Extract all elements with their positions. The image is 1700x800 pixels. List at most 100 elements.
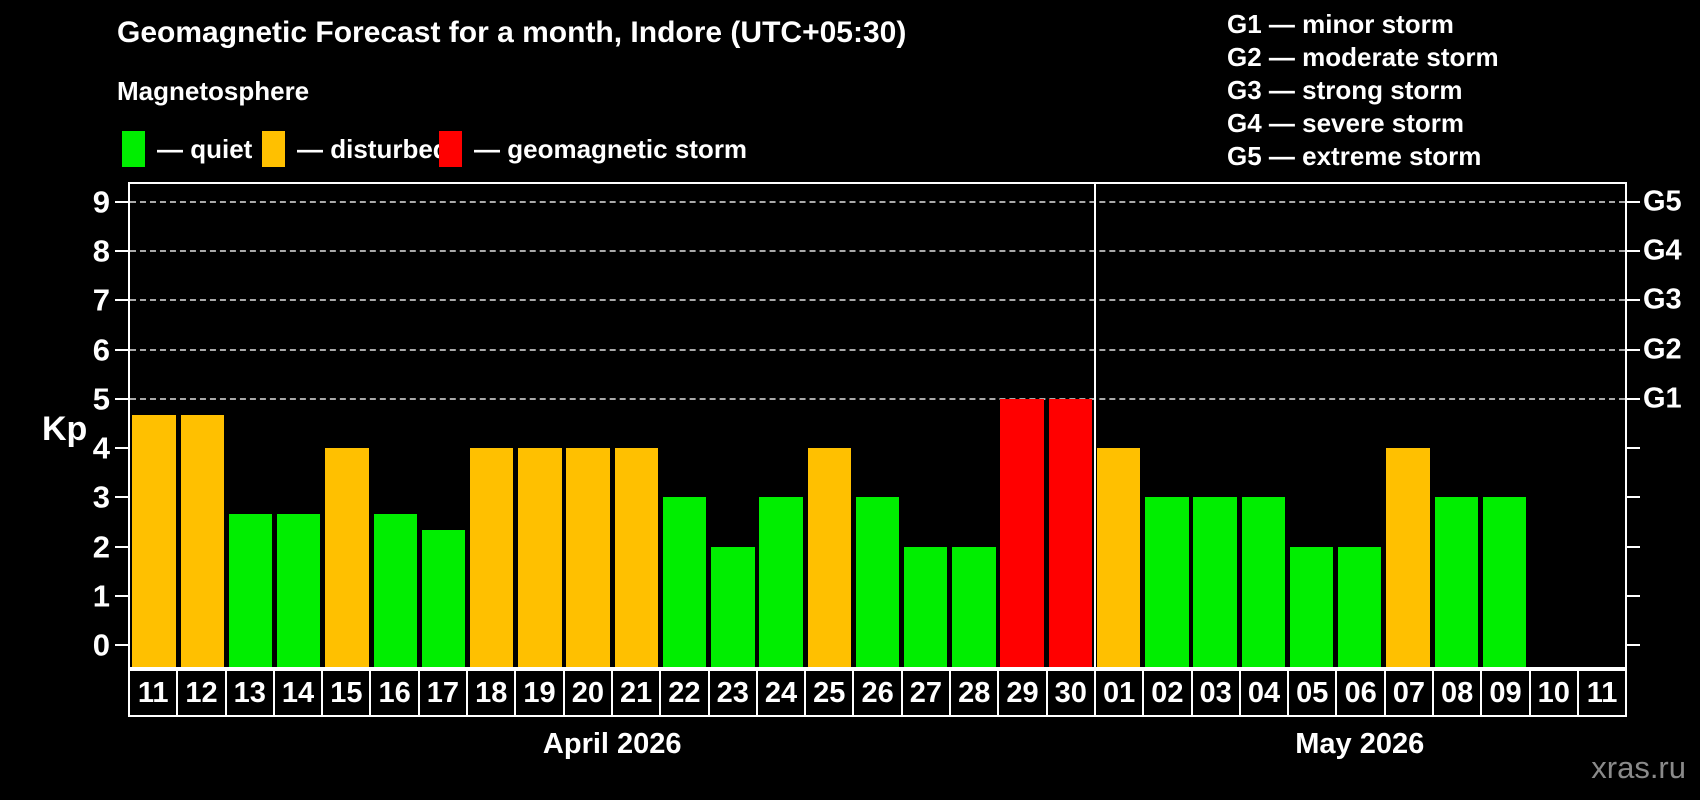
month-labels: April 2026 May 2026	[130, 728, 1625, 770]
y-tick-label: 3	[92, 479, 110, 515]
date-cell: 24	[755, 669, 807, 717]
y-axis-tick	[115, 250, 128, 253]
date-cell: 20	[562, 669, 613, 717]
kp-bar	[421, 530, 466, 667]
date-cell: 16	[369, 669, 420, 717]
y-axis-tick	[115, 545, 128, 548]
plot-area: 0 1 2 3 4 5 6 7 8 9 G1 G2 G3 G4 G5	[93, 182, 1682, 669]
y-tick-label: 7	[92, 282, 110, 318]
y-tick-label: 6	[92, 332, 110, 368]
g-legend-line: G3 — strong storm	[1227, 75, 1463, 105]
legend-label: — disturbed	[297, 133, 449, 164]
kp-bar	[1145, 497, 1189, 667]
kp-bar	[1096, 448, 1141, 667]
kp-bar	[1434, 497, 1478, 667]
kp-bar	[277, 513, 321, 667]
y-tick-label: 0	[92, 627, 110, 663]
y-tick-label: 1	[92, 578, 110, 614]
date-cell: 14	[272, 669, 324, 717]
kp-bar	[1338, 546, 1382, 667]
g-legend-line: G1 — minor storm	[1227, 9, 1454, 39]
date-cell: 02	[1142, 669, 1193, 717]
date-cell: 09	[1480, 669, 1531, 717]
date-cell: 08	[1432, 669, 1483, 717]
page-title: Geomagnetic Forecast for a month, Indore…	[117, 16, 907, 49]
y-axis-tick	[1627, 348, 1640, 351]
watermark: xras.ru	[1591, 750, 1686, 785]
y-axis-tick	[1627, 200, 1640, 203]
date-cell: 11	[1576, 669, 1628, 717]
kp-bar	[518, 448, 562, 667]
y-axis-tick	[1627, 447, 1640, 450]
kp-bar	[566, 448, 610, 667]
quiet-color-swatch	[122, 131, 145, 167]
legend-item-disturbed: — disturbed	[262, 129, 449, 169]
date-cell: 10	[1528, 669, 1579, 717]
kp-bar	[662, 497, 707, 667]
date-cell: 29	[997, 669, 1048, 717]
kp-bar	[180, 415, 225, 667]
kp-bar	[952, 546, 996, 667]
date-cell: 30	[1045, 669, 1096, 717]
date-cell: 26	[852, 669, 903, 717]
month-label: April 2026	[542, 728, 682, 760]
g-axis-label: G5	[1643, 185, 1682, 218]
y-tick-label: 4	[92, 430, 110, 466]
y-tick-label: 2	[92, 529, 110, 565]
month-separator	[1093, 184, 1096, 667]
month-label: May 2026	[1295, 728, 1425, 760]
y-axis-tick	[115, 348, 128, 351]
legend-item-quiet: — quiet	[122, 129, 252, 169]
date-cell: 17	[417, 669, 469, 717]
date-cell: 12	[176, 669, 227, 717]
g-axis-label: G3	[1643, 283, 1682, 316]
date-cell: 06	[1335, 669, 1386, 717]
grid-line	[130, 397, 1625, 400]
date-row: 11 12 13 14 15 16 17 18 19 20 21 22 23 24 25 26 27 28 29 30…	[128, 669, 1628, 717]
date-cell: 25	[804, 669, 855, 717]
kp-bar	[325, 448, 369, 667]
y-axis-tick	[1627, 250, 1640, 253]
magnetosphere-label: Magnetosphere	[117, 76, 310, 106]
date-cell: 28	[949, 669, 1000, 717]
date-cell: 13	[224, 669, 275, 717]
kp-bar	[711, 546, 755, 667]
legend-label: — geomagnetic storm	[474, 133, 748, 164]
g-axis-label: G4	[1643, 234, 1682, 267]
kp-bar	[1048, 398, 1093, 667]
kp-bar	[759, 497, 803, 667]
g-axis-label: G2	[1643, 333, 1682, 366]
y-axis-tick	[115, 595, 128, 598]
kp-bar	[807, 448, 851, 667]
g-legend-line: G2 — moderate storm	[1227, 42, 1499, 72]
kp-bar	[132, 415, 176, 667]
y-axis-tick	[1627, 299, 1640, 302]
kp-bar	[904, 546, 948, 667]
date-cell: 04	[1238, 669, 1290, 717]
y-axis-tick	[115, 496, 128, 499]
g-axis-label: G1	[1643, 382, 1682, 415]
y-axis-tick	[1627, 496, 1640, 499]
kp-bar	[373, 513, 417, 667]
date-cell: 05	[1287, 669, 1338, 717]
date-cell: 03	[1190, 669, 1241, 717]
kp-bar	[1386, 448, 1430, 667]
y-axis-tick	[1627, 595, 1640, 598]
y-axis-title: Kp	[42, 410, 88, 448]
kp-bar	[1000, 398, 1044, 667]
kp-bar	[1482, 497, 1527, 667]
date-cell: 22	[659, 669, 710, 717]
kp-bar	[614, 448, 659, 667]
y-axis-tick	[115, 200, 128, 203]
date-cell: 01	[1093, 669, 1145, 717]
g-legend-line: G5 — extreme storm	[1227, 141, 1482, 171]
kp-bar	[1289, 546, 1334, 667]
kp-bar	[855, 497, 900, 667]
y-axis-tick	[1627, 644, 1640, 647]
legend-item-storm: — geomagnetic storm	[439, 129, 747, 169]
y-axis-tick	[115, 644, 128, 647]
kp-bar	[1193, 497, 1237, 667]
legend-label: — quiet	[157, 133, 253, 164]
y-axis-tick	[115, 447, 128, 450]
